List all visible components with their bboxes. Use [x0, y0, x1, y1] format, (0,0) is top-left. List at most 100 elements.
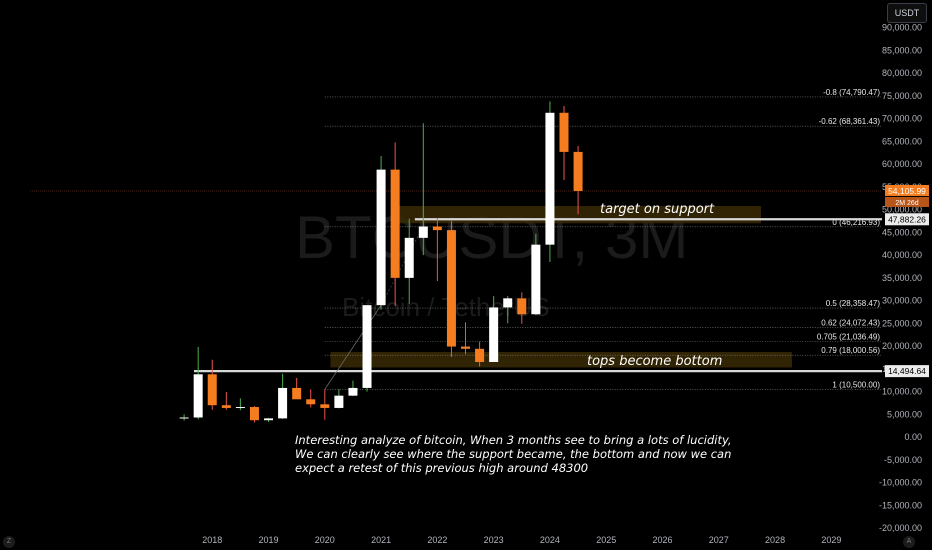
- candle-body: [531, 244, 541, 315]
- y-tick-label: 25,000.00: [882, 318, 922, 328]
- trendline: [380, 226, 424, 306]
- fib-level-label: 0.5 (28,358.47): [826, 299, 881, 308]
- candle-body: [221, 405, 231, 408]
- countdown-label: 2M 26d: [895, 200, 918, 207]
- trendlines: [324, 226, 424, 390]
- candle-body: [475, 348, 485, 363]
- candle-body: [334, 395, 344, 408]
- candle-body: [292, 387, 302, 400]
- candle-body: [446, 230, 456, 347]
- fib-level-label: 1 (10,500.00): [832, 380, 880, 389]
- x-tick-label: 2022: [427, 535, 447, 545]
- candle-body: [503, 298, 513, 308]
- candle-body: [207, 374, 217, 406]
- y-tick-label: -10,000.00: [879, 478, 922, 488]
- support-price-tag: [885, 213, 929, 226]
- candle-body: [418, 226, 428, 238]
- candle-body: [489, 307, 499, 363]
- candle-body: [432, 226, 442, 231]
- horizontal-lines: [194, 218, 882, 373]
- y-tick-label: 75,000.00: [882, 91, 922, 101]
- fib-level-label: -0.8 (74,790.47): [823, 88, 880, 97]
- auto-scale-icon[interactable]: A: [903, 536, 915, 548]
- candle-body: [404, 237, 414, 278]
- x-tick-label: 2018: [202, 535, 222, 545]
- support-price-label: 47,882.26: [888, 214, 926, 224]
- price-axis[interactable]: -20,000.00 -15,000.00 -10,000.00 -5,000.00 0…: [879, 23, 922, 533]
- candle-body: [278, 387, 288, 419]
- candle-body: [376, 169, 386, 306]
- y-tick-label: 0.00: [904, 432, 922, 442]
- y-tick-label: -5,000.00: [884, 455, 922, 465]
- candle-body: [306, 399, 316, 405]
- current-price-label: 54,105.99: [888, 186, 926, 196]
- x-tick-label: 2023: [484, 535, 504, 545]
- countdown-tag: [885, 196, 929, 207]
- note-line-3: expect a retest of this previous high ar…: [295, 461, 588, 475]
- candle-body: [249, 407, 259, 421]
- candle-body: [461, 346, 471, 349]
- fib-level-label: -0.62 (68,361.43): [819, 117, 881, 126]
- x-tick-label: 2026: [652, 535, 672, 545]
- x-tick-label: 2027: [709, 535, 729, 545]
- x-tick-label: 2021: [371, 535, 391, 545]
- y-tick-label: 10,000.00: [882, 387, 922, 397]
- tops-price-tag: [885, 365, 929, 378]
- y-tick-label: 20,000.00: [882, 341, 922, 351]
- y-tick-label: 90,000.00: [882, 23, 922, 33]
- fib-level-label: 0.79 (18,000.56): [821, 346, 880, 355]
- candle-body: [348, 387, 358, 396]
- fib-level-label: 0.705 (21,036.49): [817, 332, 880, 341]
- annotations: target on support tops become bottom: [587, 202, 722, 369]
- analysis-note: Interesting analyze of bitcoin, When 3 m…: [295, 433, 732, 475]
- x-tick-label: 2029: [821, 535, 841, 545]
- y-tick-label: -20,000.00: [879, 523, 922, 533]
- candle-body: [235, 407, 245, 409]
- y-tick-label: 70,000.00: [882, 114, 922, 124]
- y-tick-label: 50,000.00: [882, 205, 922, 215]
- x-tick-label: 2028: [765, 535, 785, 545]
- fib-levels: -0.8 (74,790.47) -0.62 (68,361.43) 0 (46,2…: [324, 88, 882, 390]
- current-price-tag: [885, 184, 929, 196]
- y-tick-label: 5,000.00: [887, 409, 922, 419]
- y-tick-label: 45,000.00: [882, 227, 922, 237]
- time-axis[interactable]: 2018 2019 2020 2021 2022 2023 2024 2025 2026 2027…: [202, 535, 841, 545]
- candles: [179, 101, 583, 423]
- candle-body: [193, 374, 203, 418]
- y-tick-label: 40,000.00: [882, 250, 922, 260]
- note-line-2: We can clearly see where the support bec…: [295, 447, 731, 461]
- y-tick-label: 80,000.00: [882, 68, 922, 78]
- support-zone: [330, 351, 792, 368]
- candle-body: [390, 169, 400, 278]
- candle-body: [545, 112, 555, 245]
- y-tick-label: 35,000.00: [882, 273, 922, 283]
- x-tick-label: 2019: [259, 535, 279, 545]
- annotation-target: target on support: [600, 202, 715, 217]
- tops-price-label: 14,494.64: [888, 366, 926, 376]
- zoom-icon[interactable]: Z: [3, 536, 15, 548]
- candle-body: [320, 404, 330, 408]
- x-tick-label: 2025: [596, 535, 616, 545]
- fib-level-label: 0 (46,216.93): [832, 218, 880, 227]
- price-tags: 54,105.99 2M 26d 47,882.26 14,494.64: [885, 184, 929, 378]
- annotation-tops: tops become bottom: [587, 354, 722, 369]
- currency-button[interactable]: USDT: [887, 3, 927, 23]
- y-tick-label: 85,000.00: [882, 45, 922, 55]
- x-tick-label: 2024: [540, 535, 560, 545]
- x-tick-label: 2020: [315, 535, 335, 545]
- candle-body: [517, 298, 527, 315]
- note-line-1: Interesting analyze of bitcoin, When 3 m…: [295, 433, 732, 447]
- candle-body: [362, 305, 372, 388]
- candle-body: [559, 112, 569, 152]
- y-tick-label: -15,000.00: [879, 500, 922, 510]
- y-tick-label: 60,000.00: [882, 159, 922, 169]
- y-tick-label: 30,000.00: [882, 296, 922, 306]
- candle-body: [264, 418, 274, 421]
- y-tick-label: 65,000.00: [882, 136, 922, 146]
- fib-level-label: 0.62 (24,072.43): [821, 319, 880, 328]
- candle-body: [179, 417, 189, 419]
- trendline: [324, 304, 382, 390]
- candle-body: [573, 151, 583, 191]
